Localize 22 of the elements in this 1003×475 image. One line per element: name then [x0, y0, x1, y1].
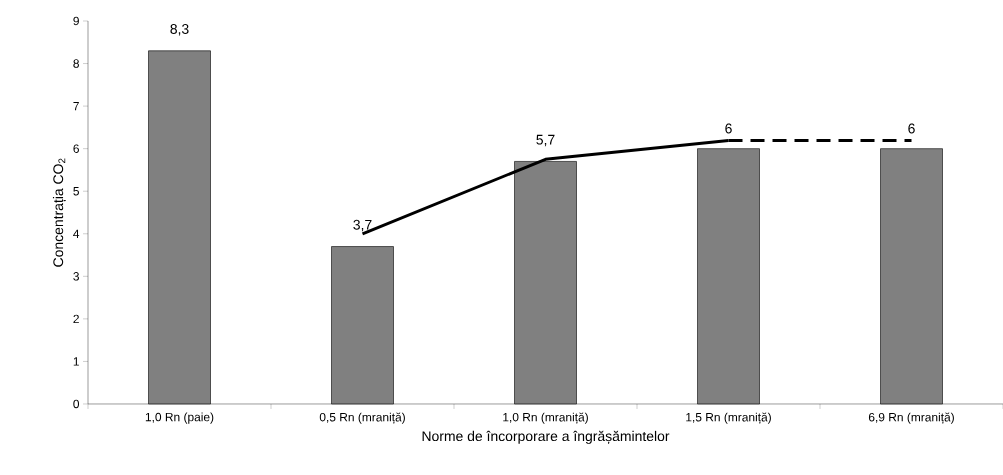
- y-tick-label: 5: [73, 187, 79, 196]
- y-tick-label: 9: [73, 16, 79, 26]
- x-tick-label: 1,0 Rn (paie): [145, 412, 214, 424]
- data-label: 6: [908, 123, 915, 134]
- y-tick-label: 3: [73, 272, 79, 281]
- x-axis-title: Norme de încorporare a îngrășămintelor: [422, 430, 670, 444]
- y-tick-label: 0: [73, 399, 80, 409]
- y-tick-label: 6: [73, 144, 79, 153]
- data-label: 3,7: [353, 219, 372, 232]
- data-label: 5,7: [536, 134, 555, 147]
- data-label: 8,3: [170, 24, 189, 36]
- y-tick-label: 1: [73, 357, 79, 366]
- y-axis-title: Concentrația CO$_{2}$: [52, 158, 66, 267]
- y-tick-label: 4: [73, 229, 80, 238]
- x-tick-label: 6,9 Rn (mraniță): [868, 412, 954, 424]
- y-tick-label: 8: [73, 59, 79, 68]
- data-label: 6: [725, 123, 732, 134]
- y-tick-label: 2: [73, 314, 79, 324]
- x-tick-label: 1,5 Rn (mraniță): [686, 412, 771, 424]
- x-tick-label: 1,0 Rn (mraniță): [503, 412, 588, 424]
- x-tick-label: 0,5 Rn (mraniță): [319, 412, 405, 424]
- y-tick-label: 7: [73, 102, 79, 111]
